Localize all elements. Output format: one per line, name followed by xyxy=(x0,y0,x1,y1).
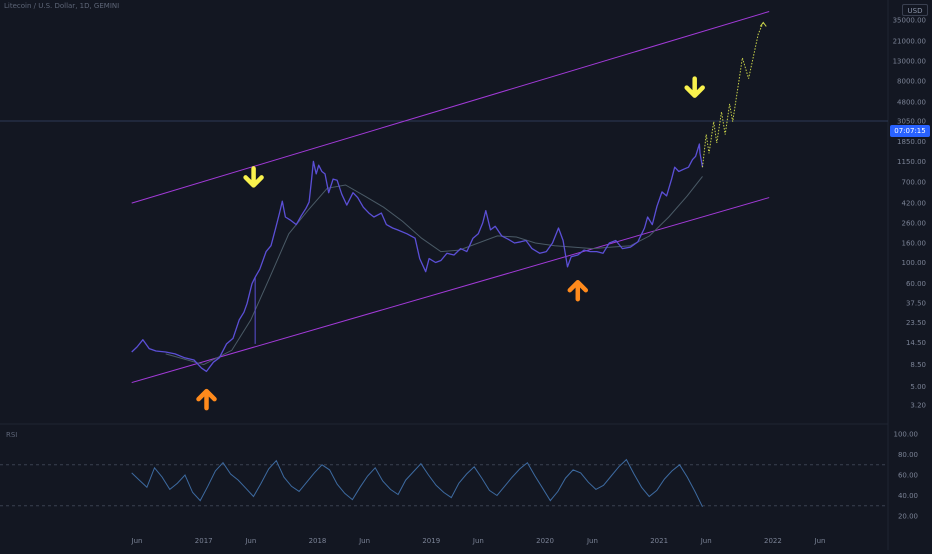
channel-upper-line xyxy=(131,10,770,204)
price-axis-label-17: 8.50 xyxy=(910,361,926,369)
rsi-axis-label-4: 20.00 xyxy=(898,513,918,521)
price-axis-label-13: 60.00 xyxy=(906,280,926,288)
price-series-layer xyxy=(131,143,704,373)
time-axis-label-3: 2018 xyxy=(309,537,327,545)
rsi-axis-label-1: 80.00 xyxy=(898,451,918,459)
price-axis-label-16: 14.50 xyxy=(906,339,926,347)
price-axis-label-4: 4800.00 xyxy=(897,99,926,107)
time-axis-label-9: 2021 xyxy=(650,537,668,545)
price-axis-label-6: 1850.00 xyxy=(897,138,926,146)
time-axis-label-6: Jun xyxy=(472,537,484,545)
moving-average-layer xyxy=(165,176,703,366)
trend-channel xyxy=(131,10,770,384)
time-axis: Jun 2017 Jun 2018 Jun 2019 Jun 2020 Jun 2021 Jun 20… xyxy=(131,537,826,545)
time-axis-label-1: 2017 xyxy=(195,537,213,545)
price-axis-label-0: 35000.00 xyxy=(893,17,926,25)
grid-layer xyxy=(0,0,889,550)
price-axis-label-7: 1150.00 xyxy=(897,158,926,166)
annotation-arrows xyxy=(196,76,705,411)
buy-arrow-3 xyxy=(567,279,589,302)
chart-header: Litecoin / U.S. Dollar, 1D, GEMINI xyxy=(4,2,119,11)
projection-arrowhead xyxy=(759,21,767,27)
price-axis-label-5: 3050.00 xyxy=(897,118,926,126)
price-axis-label-15: 23.50 xyxy=(906,319,926,327)
last-price-tag: 07:07:15 xyxy=(890,125,930,137)
price-axis-label-9: 420.00 xyxy=(902,200,927,208)
sell-arrow-1 xyxy=(684,76,705,98)
price-axis-label-11: 160.00 xyxy=(902,240,927,248)
price-axis: 35000.00 21000.00 13000.00 8000.00 4800.00 30… xyxy=(893,17,926,410)
price-axis-label-8: 700.00 xyxy=(902,178,927,186)
time-axis-label-5: 2019 xyxy=(422,537,440,545)
time-axis-label-11: 2022 xyxy=(764,537,782,545)
time-axis-label-12: Jun xyxy=(814,537,826,545)
price-axis-label-18: 5.00 xyxy=(910,383,926,391)
symbol-line: Litecoin / U.S. Dollar, 1D, GEMINI xyxy=(4,2,120,10)
time-axis-label-10: Jun xyxy=(700,537,712,545)
price-axis-label-14: 37.50 xyxy=(906,300,926,308)
time-axis-label-2: Jun xyxy=(244,537,256,545)
moving-average-line xyxy=(165,176,703,366)
price-axis-label-2: 13000.00 xyxy=(893,58,926,66)
rsi-axis-label-2: 60.00 xyxy=(898,472,918,480)
price-line xyxy=(131,143,704,373)
price-axis-label-1: 21000.00 xyxy=(893,38,926,46)
rsi-panel: 100.00 80.00 60.00 40.00 20.00 xyxy=(0,431,918,521)
buy-arrow-2 xyxy=(196,388,217,411)
price-axis-label-12: 100.00 xyxy=(902,259,927,267)
rsi-line xyxy=(131,458,703,508)
rsi-axis-label-0: 100.00 xyxy=(894,431,919,439)
time-axis-label-8: Jun xyxy=(586,537,598,545)
time-axis-label-0: Jun xyxy=(131,537,143,545)
sell-arrow-0 xyxy=(243,166,264,188)
rsi-indicator-label: RSI xyxy=(6,431,18,439)
projection-layer xyxy=(702,21,767,168)
projection-path xyxy=(702,22,764,168)
price-axis-label-19: 3.20 xyxy=(910,402,926,410)
price-axis-label-10: 260.00 xyxy=(902,219,927,227)
time-axis-label-7: 2020 xyxy=(536,537,554,545)
time-axis-label-4: Jun xyxy=(358,537,370,545)
price-axis-label-3: 8000.00 xyxy=(897,78,926,86)
currency-button[interactable]: USD xyxy=(902,4,928,16)
rsi-axis-label-3: 40.00 xyxy=(898,492,918,500)
channel-lower-line xyxy=(131,197,770,384)
